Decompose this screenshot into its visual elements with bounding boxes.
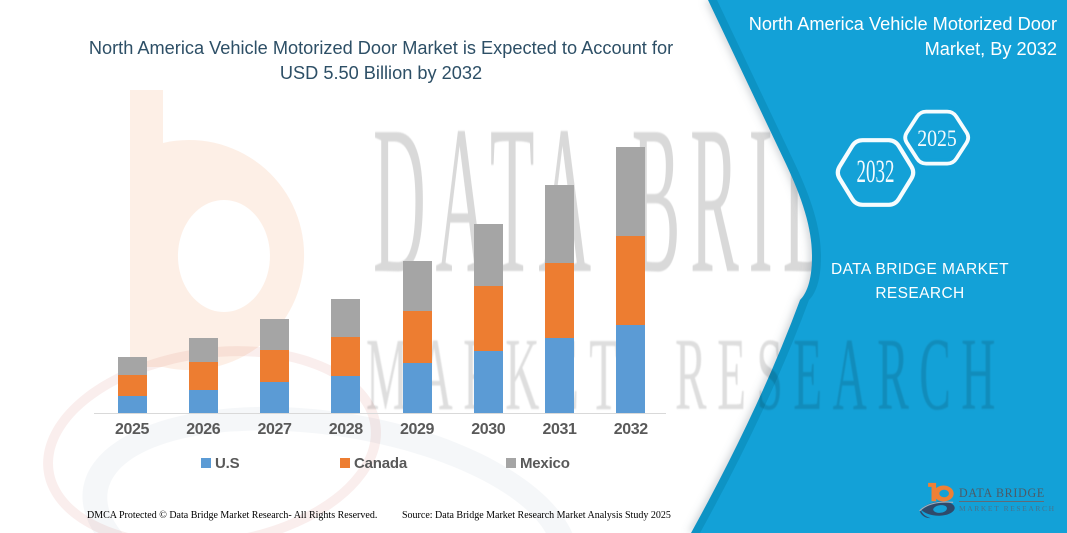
year-label-2029: 2029 (400, 421, 434, 438)
year-label-2031: 2031 (542, 421, 577, 438)
legend-label-us: U.S (215, 454, 240, 472)
bar-2031-us (545, 338, 574, 413)
bar-2027-mexico (260, 318, 289, 350)
bar-2032-us (616, 325, 646, 413)
logo-b-stem (928, 482, 937, 502)
title-line1: North America Vehicle Motorized Door Mar… (88, 38, 674, 58)
footer-dmca: DMCA Protected © Data Bridge Market Rese… (87, 510, 378, 521)
brand-name-text: DATA BRIDGE MARKET RESEARCH (790, 258, 1050, 306)
hexagon-2032 (835, 138, 916, 207)
brand-line1: DATA BRIDGE MARKET (830, 261, 1009, 278)
watermark-text-row2: MARKET RESEARCH (366, 317, 1006, 432)
bar-2026-canada (188, 362, 218, 391)
bar-2027-canada (260, 349, 289, 382)
bar-2032-canada (616, 235, 646, 326)
year-label-2026: 2026 (186, 421, 221, 438)
bar-2031-mexico (545, 185, 574, 264)
teal-main-shape (700, 0, 1067, 533)
bar-2025-mexico (117, 356, 147, 375)
bar-2028-canada (331, 337, 361, 376)
right-title-line2: Market, By 2032 (924, 38, 1057, 59)
watermark-b-icon (130, 90, 305, 370)
bar-2025-us (117, 395, 147, 413)
hexagon-2025-label: 2025 (909, 126, 966, 152)
logo-gray-arc (919, 501, 954, 512)
bar-2027-us (260, 381, 289, 413)
hexagon-2032-text: 2032 (856, 154, 895, 190)
legend-swatch-us (201, 458, 211, 468)
bar-2030-mexico (473, 224, 503, 286)
legend-label-canada: Canada (354, 454, 407, 472)
hexagon-2025 (899, 106, 974, 170)
legend-swatch-mexico (506, 458, 516, 468)
logo-text-block: DATA BRIDGE MARKET RESEARCH (959, 485, 1056, 513)
year-label-2028: 2028 (328, 421, 363, 438)
bar-2030-canada (473, 285, 503, 351)
bar-2029-mexico (402, 261, 432, 312)
logo-subtitle: MARKET RESEARCH (959, 504, 1056, 513)
x-axis-line (94, 413, 666, 414)
logo-name: DATA BRIDGE (959, 485, 1045, 500)
bar-2025-canada (117, 374, 147, 396)
logo-underline (959, 501, 1044, 502)
right-title-line1: North America Vehicle Motorized Door (748, 14, 1057, 34)
bar-2028-us (331, 375, 361, 413)
bar-2026-us (188, 390, 218, 413)
bar-2026-mexico (188, 337, 218, 363)
bar-2029-us (402, 362, 432, 413)
hexagon-2032-label: 2032 (852, 154, 898, 191)
logo-b-bowl (933, 485, 954, 502)
chart-title: North America Vehicle Motorized Door Mar… (40, 36, 722, 85)
hexagon-2025-text: 2025 (917, 125, 957, 151)
logo-swoosh (920, 501, 955, 516)
legend-swatch-canada (340, 458, 350, 468)
bar-2029-canada (402, 311, 432, 363)
bar-2030-us (473, 350, 503, 413)
year-label-2025: 2025 (115, 421, 149, 438)
year-label-2032: 2032 (613, 421, 648, 438)
year-label-2030: 2030 (471, 421, 506, 438)
legend-label-mexico: Mexico (520, 454, 570, 472)
title-line2: USD 5.50 Billion by 2032 (279, 62, 483, 83)
year-label-2027: 2027 (257, 421, 292, 438)
footer-source: Source: Data Bridge Market Research Mark… (402, 510, 671, 521)
brand-line2: RESEARCH (875, 285, 965, 302)
bar-2031-canada (545, 263, 574, 339)
bar-2028-mexico (331, 299, 361, 338)
right-panel-title: North America Vehicle Motorized Door Mar… (717, 12, 1057, 61)
bar-2032-mexico (616, 147, 646, 236)
